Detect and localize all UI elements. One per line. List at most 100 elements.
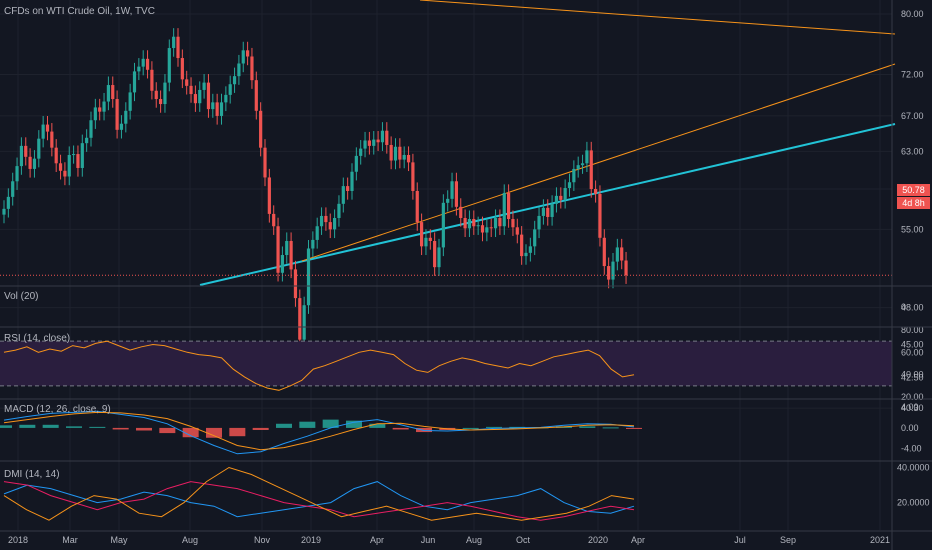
macd-signal-line <box>3 411 635 451</box>
volume-indicator-label[interactable]: Vol (20) <box>4 291 39 302</box>
candle-down <box>293 269 298 299</box>
price-tick-label: 80.00 <box>901 9 924 19</box>
candle-up <box>319 215 324 227</box>
candle-up <box>550 203 554 217</box>
macd-histogram-bar <box>229 427 246 437</box>
candle-down <box>480 225 485 233</box>
candle-up <box>124 110 128 124</box>
macd-indicator-label[interactable]: MACD (12, 26, close, 9) <box>4 404 111 415</box>
candle-up <box>424 237 428 247</box>
macd-histogram-bar <box>182 427 199 438</box>
candle-down <box>45 124 50 132</box>
candle-down <box>63 170 67 177</box>
price-tick-label: 67.00 <box>901 111 924 121</box>
candle-up <box>19 145 23 167</box>
rsi-line <box>3 340 635 391</box>
candle-up <box>106 85 110 102</box>
candle-up <box>72 154 76 156</box>
orange-falling-trendline <box>419 0 896 35</box>
price-tick-label: 42.50 <box>901 373 924 383</box>
candle-down <box>215 102 219 116</box>
macd-pane: 4.00 0.00 -4.00 <box>0 402 922 455</box>
time-tick-label: Mar <box>62 535 78 545</box>
macd-histogram-bar <box>252 427 269 430</box>
candle-down <box>624 260 628 276</box>
candle-up <box>563 188 567 200</box>
candle-up <box>533 229 537 247</box>
candle-down <box>298 298 302 340</box>
macd-histogram-bar <box>602 427 619 429</box>
adx-line <box>3 466 635 521</box>
macd-histogram-bar <box>276 423 292 428</box>
macd-histogram-bar <box>112 427 129 430</box>
candle-down <box>546 207 550 217</box>
candle-up <box>132 71 137 93</box>
macd-histogram-bar <box>369 423 386 428</box>
candle-down <box>559 195 563 200</box>
time-axis: 2018 Mar May Aug Nov 2019 Apr Jun Aug Oct 2020 Apr J… <box>8 535 890 545</box>
candle-up <box>585 150 589 164</box>
candle-down <box>206 82 211 110</box>
time-tick-label: 2021 <box>870 535 890 545</box>
candle-down <box>76 154 80 168</box>
time-tick-label: Jul <box>734 535 746 545</box>
trend-lines[interactable] <box>199 0 896 286</box>
candle-up <box>102 101 106 112</box>
candle-up <box>341 186 345 204</box>
candle-down <box>154 90 158 100</box>
candle-down <box>259 110 263 148</box>
rsi-pane: 80.00 60.00 40.00 20.00 <box>0 325 924 402</box>
dmi-pane: 40.0000 20.0000 <box>3 463 930 521</box>
candle-down <box>180 58 184 80</box>
candle-down <box>607 266 611 280</box>
candle-up <box>306 248 311 306</box>
candle-up <box>380 130 385 143</box>
candle-down <box>389 144 393 161</box>
macd-histogram-bar <box>626 427 642 429</box>
macd-histogram-bar <box>579 426 596 428</box>
candle-down <box>454 181 458 207</box>
candle-down <box>159 99 163 105</box>
macd-histogram-bar <box>206 427 222 438</box>
last-price-badge: 50.78 <box>897 184 930 196</box>
candle-up <box>572 168 576 183</box>
candle-down <box>145 58 150 70</box>
candle-up <box>6 196 10 209</box>
candle-up <box>80 143 84 168</box>
candle-down <box>289 240 293 270</box>
candle-down <box>263 147 267 178</box>
candle-up <box>311 239 315 249</box>
candle-down <box>398 146 402 160</box>
candle-up <box>224 94 228 103</box>
macd-tick-label: 4.00 <box>901 402 919 412</box>
candlesticks <box>0 28 892 349</box>
time-tick-label: Apr <box>631 535 645 545</box>
candle-up <box>302 305 306 340</box>
time-tick-label: Aug <box>466 535 482 545</box>
macd-histogram-bar <box>136 427 152 431</box>
candle-down <box>254 80 258 111</box>
candle-down <box>24 145 28 157</box>
macd-histogram-bar <box>486 426 502 428</box>
dmi-indicator-label[interactable]: DMI (14, 14) <box>4 469 60 480</box>
candle-up <box>11 181 15 197</box>
price-tick-label: 55.00 <box>901 224 924 234</box>
candle-down <box>472 219 476 227</box>
candle-up <box>337 203 341 218</box>
time-tick-label: 2019 <box>301 535 321 545</box>
macd-histogram-bar <box>462 427 479 429</box>
candle-up <box>541 207 545 216</box>
rsi-indicator-label[interactable]: RSI (14, close) <box>4 333 71 344</box>
candle-down <box>115 99 119 130</box>
macd-histogram-bar <box>159 427 176 434</box>
dmi-minus-line <box>3 481 635 521</box>
candle-up <box>167 48 171 83</box>
candle-up <box>372 139 376 146</box>
candle-up <box>211 102 215 110</box>
macd-histogram-bar <box>19 424 36 428</box>
candle-up <box>576 165 580 169</box>
candle-up <box>163 82 167 105</box>
candle-up <box>493 217 498 229</box>
